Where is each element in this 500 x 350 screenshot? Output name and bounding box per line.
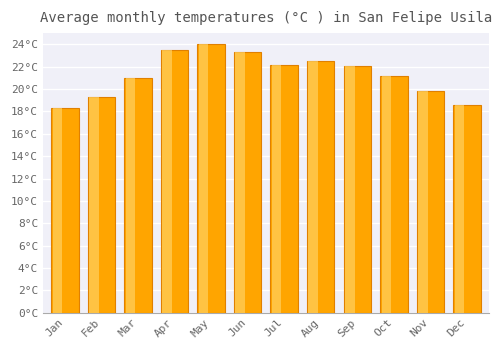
FancyBboxPatch shape [199, 44, 208, 313]
FancyBboxPatch shape [162, 50, 172, 313]
Bar [234, 52, 262, 313]
FancyBboxPatch shape [272, 64, 281, 313]
Bar [270, 64, 298, 313]
Bar [307, 61, 334, 313]
Bar [198, 44, 225, 313]
FancyBboxPatch shape [236, 52, 245, 313]
Bar [51, 108, 78, 313]
FancyBboxPatch shape [89, 97, 99, 313]
Bar [344, 66, 371, 313]
FancyBboxPatch shape [52, 108, 62, 313]
Title: Average monthly temperatures (°C ) in San Felipe Usila: Average monthly temperatures (°C ) in Sa… [40, 11, 492, 25]
FancyBboxPatch shape [345, 66, 354, 313]
FancyBboxPatch shape [454, 105, 464, 313]
Bar [161, 50, 188, 313]
Bar [454, 105, 480, 313]
FancyBboxPatch shape [308, 61, 318, 313]
Bar [124, 78, 152, 313]
FancyBboxPatch shape [126, 78, 136, 313]
FancyBboxPatch shape [418, 91, 428, 313]
Bar [416, 91, 444, 313]
FancyBboxPatch shape [382, 76, 391, 313]
Bar [88, 97, 115, 313]
Bar [380, 76, 407, 313]
